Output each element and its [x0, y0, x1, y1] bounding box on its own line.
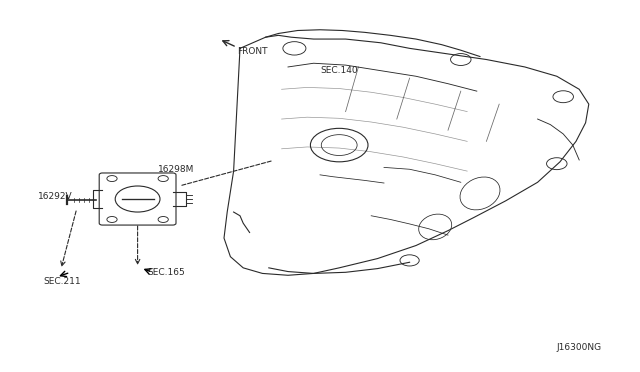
- Text: 16292V: 16292V: [38, 192, 73, 201]
- Text: SEC.165: SEC.165: [147, 268, 185, 277]
- Text: SEC.140: SEC.140: [320, 66, 358, 75]
- Text: SEC.211: SEC.211: [44, 277, 81, 286]
- Text: FRONT: FRONT: [237, 47, 268, 56]
- Text: J16300NG: J16300NG: [557, 343, 602, 352]
- Text: 16298M: 16298M: [158, 165, 195, 174]
